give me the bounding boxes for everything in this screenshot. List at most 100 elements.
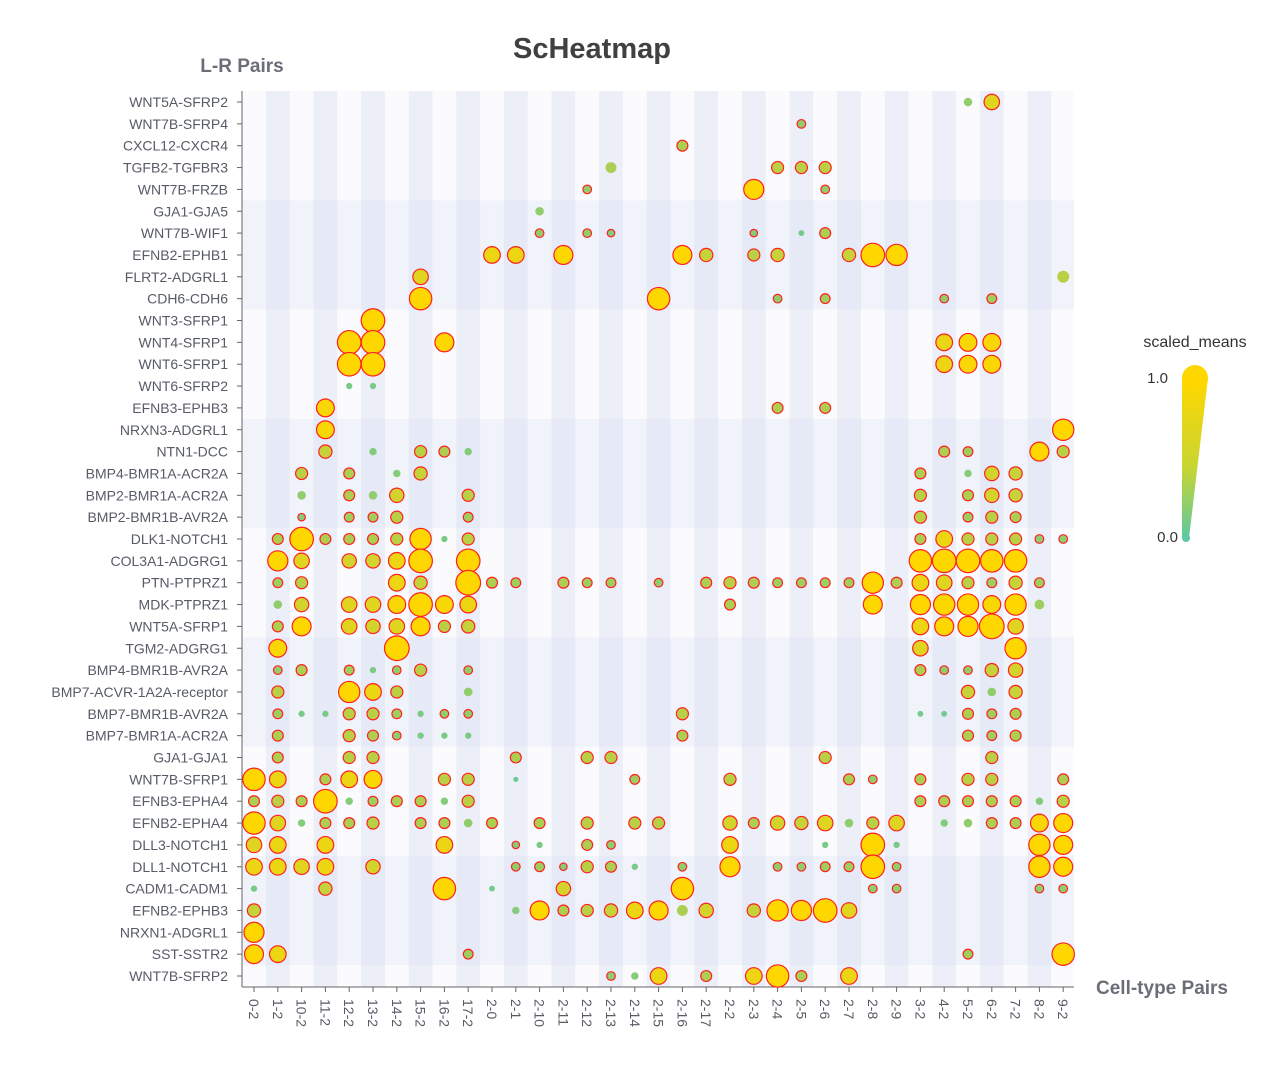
data-point: [794, 815, 809, 831]
data-point: [271, 620, 284, 633]
data-point: [559, 862, 568, 872]
data-point: [506, 246, 525, 264]
data-point: [747, 576, 760, 589]
y-tick-label: TGM2-ADGRG1: [125, 640, 228, 656]
data-point: [440, 797, 449, 805]
data-point: [413, 663, 428, 677]
data-point: [890, 576, 903, 589]
y-tick-label: WNT6-SFRP1: [139, 356, 229, 372]
x-tick-label: 6-2: [984, 999, 1000, 1019]
data-point: [911, 573, 930, 592]
y-tick-label: TGFB2-TGFBR3: [123, 160, 228, 176]
data-point: [360, 351, 386, 377]
data-point: [1035, 797, 1044, 805]
data-point: [961, 489, 975, 502]
y-tick-label: PTN-PTPRZ1: [142, 575, 229, 591]
data-point: [979, 549, 1004, 573]
data-point: [461, 619, 476, 634]
y-tick-label: DLL3-NOTCH1: [132, 837, 228, 853]
data-point: [417, 732, 424, 739]
data-point: [982, 595, 1002, 615]
data-point: [318, 881, 333, 896]
data-point: [387, 573, 406, 592]
data-point: [699, 247, 714, 263]
data-point: [914, 664, 927, 677]
x-tick-label: 2-16: [674, 999, 690, 1027]
data-point: [938, 795, 951, 808]
data-point: [485, 576, 499, 589]
row-band: [242, 418, 1074, 529]
data-point: [840, 967, 858, 985]
data-point: [961, 707, 975, 720]
data-point: [1058, 883, 1069, 894]
data-point: [293, 858, 310, 876]
data-point: [318, 444, 333, 459]
data-point: [343, 664, 355, 676]
data-point: [605, 577, 617, 589]
data-point: [908, 549, 933, 573]
column-band: [837, 91, 861, 987]
data-point: [961, 532, 975, 546]
data-point: [986, 708, 998, 720]
column-band: [551, 91, 576, 987]
x-tick-label: 2-11: [555, 999, 571, 1026]
data-point: [747, 816, 760, 830]
data-point: [985, 772, 999, 786]
data-point: [289, 526, 314, 552]
data-point: [432, 876, 457, 901]
data-point: [1029, 813, 1049, 833]
y-tick-label: EFNB2-EPHB3: [132, 902, 228, 918]
data-point: [269, 814, 287, 832]
data-point: [985, 750, 999, 765]
data-point: [1009, 511, 1022, 524]
y-tick-label: DLL1-NOTCH1: [132, 859, 228, 875]
y-tick-label: WNT7B-SFRP4: [129, 116, 228, 132]
data-point: [365, 858, 381, 875]
data-point: [941, 710, 948, 717]
data-point: [961, 576, 975, 590]
data-point: [670, 876, 695, 901]
data-point: [368, 491, 378, 500]
data-point: [818, 160, 832, 175]
data-point: [387, 551, 406, 570]
data-point: [604, 750, 618, 765]
data-point: [1007, 618, 1024, 635]
column-band: [599, 91, 623, 987]
y-tick-label: NTN1-DCC: [156, 444, 228, 460]
data-point: [463, 818, 473, 828]
data-point: [867, 883, 878, 894]
y-tick-label: WNT7B-WIF1: [141, 225, 228, 241]
data-point: [360, 308, 386, 333]
data-point: [629, 773, 641, 785]
data-point: [557, 904, 570, 917]
data-point: [985, 510, 999, 524]
y-tick-label: BMP4-BMR1A-ACR2A: [86, 465, 229, 481]
data-point: [842, 773, 856, 786]
data-point: [676, 729, 689, 742]
data-point: [796, 118, 807, 129]
data-point: [867, 774, 878, 785]
data-point: [840, 902, 858, 919]
y-tick-label: NRXN1-ADGRL1: [120, 924, 228, 940]
data-point: [390, 795, 403, 808]
data-point: [935, 333, 954, 352]
data-point: [489, 885, 495, 892]
data-point: [772, 861, 783, 872]
data-point: [1004, 637, 1027, 660]
data-point: [893, 841, 900, 849]
y-tick-label: WNT3-SFRP1: [139, 313, 229, 329]
data-point: [1008, 532, 1023, 546]
data-point: [315, 398, 335, 418]
row-band: [242, 91, 1074, 201]
y-tick-label: WNT5A-SFRP2: [129, 94, 228, 110]
data-point: [963, 97, 973, 107]
data-point: [649, 967, 668, 985]
data-point: [1009, 816, 1022, 830]
data-point: [291, 616, 312, 637]
data-point: [413, 444, 428, 459]
data-point: [812, 898, 838, 923]
data-point: [295, 795, 308, 808]
data-point: [336, 329, 362, 355]
y-tick-label: BMP7-ACVR-1A2A-receptor: [51, 684, 228, 700]
